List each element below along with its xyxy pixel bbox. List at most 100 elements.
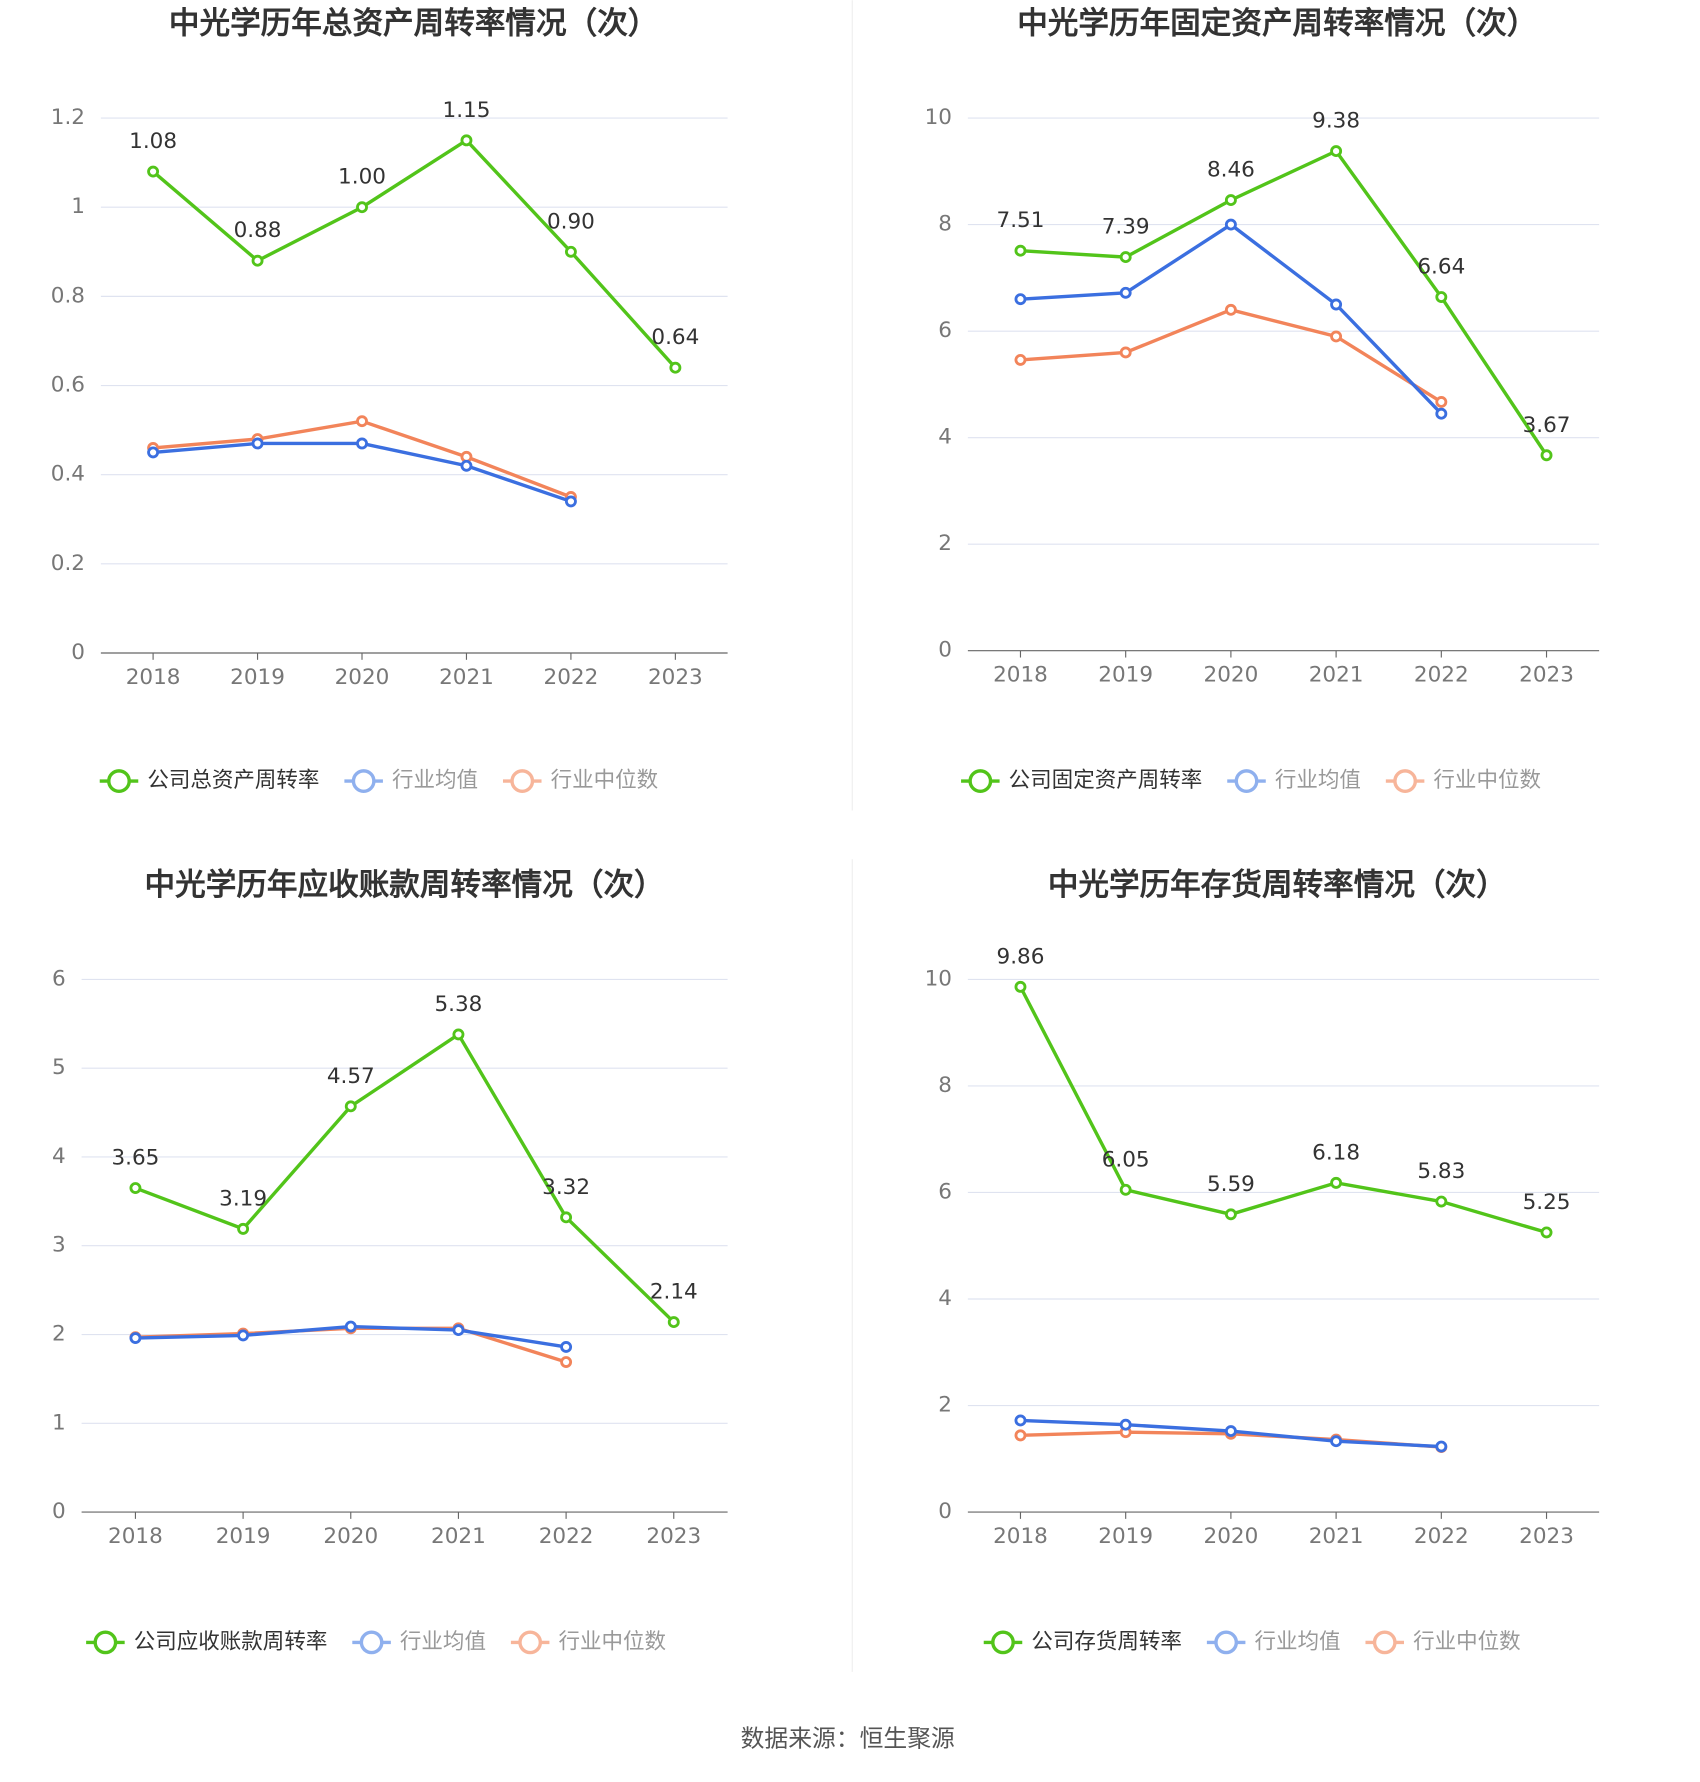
y-tick-label: 10 [925, 966, 952, 991]
data-point [1014, 293, 1027, 306]
source: 数据来源：恒生聚源 [741, 1724, 955, 1752]
data-label: 6.05 [1102, 1147, 1150, 1172]
data-label: 6.18 [1312, 1140, 1360, 1165]
data-point [1119, 1418, 1132, 1431]
legend-label: 行业中位数 [559, 1629, 667, 1654]
data-point [1224, 218, 1237, 231]
y-tick-label: 0.8 [51, 283, 85, 308]
legend-icon [968, 769, 993, 793]
legend-label: 公司固定资产周转率 [1009, 768, 1203, 793]
x-tick-label: 2020 [335, 665, 390, 690]
series-line [1020, 148, 1548, 457]
x-tick-label: 2021 [1309, 663, 1364, 688]
data-point [237, 1329, 250, 1342]
legend-label: 行业均值 [1254, 1629, 1340, 1654]
data-point [129, 1332, 142, 1345]
data-point [1224, 194, 1237, 207]
data-label: 2.14 [650, 1280, 698, 1305]
x-tick-label: 2019 [230, 665, 285, 690]
legend-label: 行业均值 [392, 768, 478, 793]
data-point [564, 245, 577, 258]
data-point [1435, 396, 1448, 408]
data-label: 7.51 [997, 208, 1045, 233]
y-tick-label: 6 [938, 318, 952, 343]
legend-icon [107, 769, 131, 793]
data-label: 8.46 [1207, 158, 1255, 183]
data-label: 3.19 [219, 1186, 267, 1211]
series-line [151, 138, 677, 369]
legend-label: 行业中位数 [1433, 768, 1541, 793]
data-point [1014, 980, 1027, 993]
y-tick-label: 4 [52, 1144, 66, 1169]
data-point [1119, 346, 1132, 359]
y-tick-label: 8 [938, 212, 952, 237]
data-label: 0.90 [547, 209, 595, 234]
data-label: 3.32 [542, 1175, 590, 1200]
x-tick-label: 2023 [648, 665, 703, 690]
y-tick-label: 1 [71, 194, 85, 219]
x-tick-label: 2019 [1098, 1524, 1153, 1549]
data-point [1540, 449, 1553, 462]
data-point [1330, 1435, 1343, 1448]
y-tick-label: 3 [52, 1233, 66, 1258]
data-point [560, 1211, 573, 1224]
y-tick-label: 0.4 [51, 462, 85, 487]
data-point [1119, 1183, 1132, 1196]
data-point [460, 459, 473, 472]
legend-icon [510, 769, 535, 793]
data-point [237, 1222, 250, 1235]
y-tick-label: 0 [938, 1499, 952, 1524]
legend-icon [991, 1630, 1015, 1655]
x-tick-label: 2019 [1098, 663, 1153, 688]
data-point [147, 165, 160, 178]
chart-title: 中光学历年固定资产周转率情况（次） [1017, 6, 1537, 42]
series-line [1018, 986, 1548, 1235]
series-line [152, 419, 572, 499]
chart-title: 中光学历年存货周转率情况（次） [1048, 867, 1507, 903]
data-label: 0.64 [651, 325, 699, 350]
x-tick-label: 2023 [1519, 1524, 1574, 1549]
x-tick-label: 2018 [126, 665, 181, 690]
data-point [667, 1316, 680, 1329]
x-tick-label: 2022 [1414, 663, 1469, 688]
data-point [344, 1320, 357, 1333]
legend-icon [1372, 1630, 1397, 1655]
data-point [1014, 244, 1027, 257]
data-point [356, 415, 368, 428]
x-tick-label: 2021 [1309, 1524, 1364, 1549]
legend-label: 公司总资产周转率 [147, 768, 319, 793]
legend-icon [1393, 769, 1418, 793]
x-tick-label: 2018 [993, 663, 1048, 688]
data-point [344, 1100, 357, 1113]
data-point [560, 1356, 573, 1368]
y-tick-label: 2 [938, 1393, 952, 1418]
x-tick-label: 2020 [1204, 1524, 1259, 1549]
legend-icon [1234, 769, 1259, 793]
legend-label: 行业均值 [1275, 768, 1361, 793]
data-label: 1.08 [129, 129, 177, 154]
y-tick-label: 10 [925, 105, 952, 130]
legend-label: 行业均值 [400, 1629, 486, 1654]
data-label: 9.86 [997, 944, 1045, 969]
data-point [1540, 1226, 1553, 1239]
data-point [1224, 303, 1237, 316]
data-point [1330, 145, 1343, 158]
y-tick-label: 6 [938, 1179, 952, 1204]
legend-icon [518, 1630, 543, 1655]
chart-title: 中光学历年应收账款周转率情况（次） [145, 867, 665, 903]
y-tick-label: 0.2 [51, 551, 85, 576]
x-tick-label: 2020 [323, 1524, 378, 1549]
data-point [251, 254, 264, 267]
x-tick-label: 2020 [1204, 663, 1259, 688]
data-point [1435, 407, 1448, 420]
legend-icon [93, 1630, 118, 1655]
y-tick-label: 0 [52, 1499, 66, 1524]
data-point [1014, 1429, 1027, 1442]
y-tick-label: 4 [938, 1286, 952, 1311]
data-point [1014, 1414, 1027, 1427]
data-label: 5.38 [434, 992, 482, 1017]
data-point [1014, 353, 1027, 366]
data-point [560, 1340, 573, 1353]
data-point [564, 495, 577, 508]
y-tick-label: 8 [938, 1073, 952, 1098]
